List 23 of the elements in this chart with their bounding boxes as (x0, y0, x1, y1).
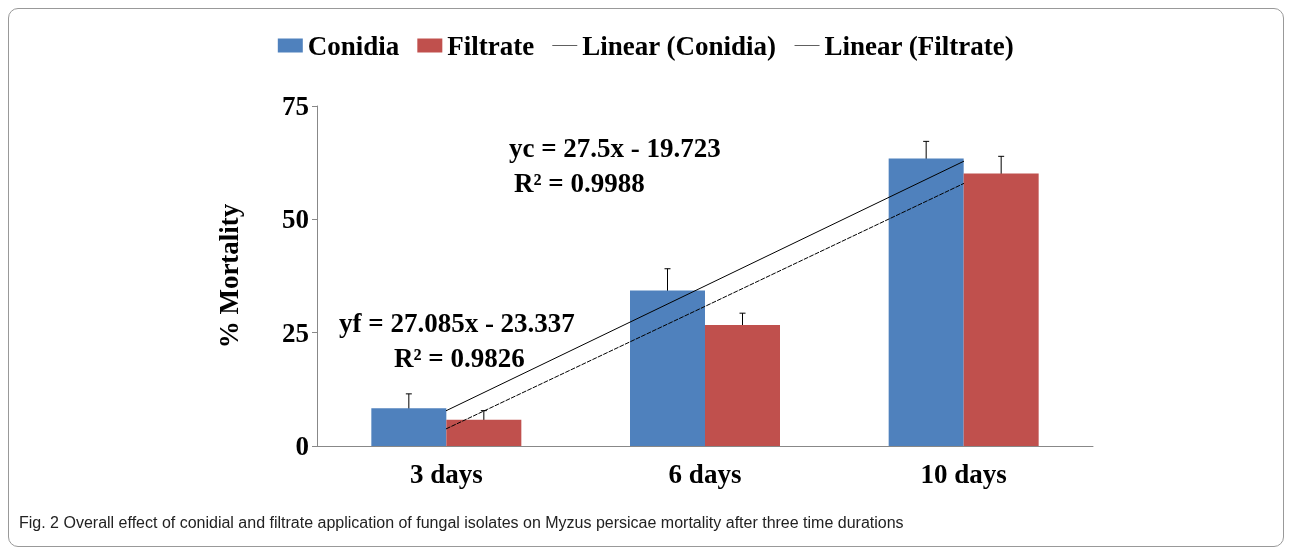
annotation: yf = 27.085x - 23.337 (339, 307, 575, 338)
y-axis-title: % Mortality (213, 203, 244, 349)
bar (371, 408, 447, 446)
y-tick-label: 75 (282, 91, 309, 121)
annotation: R² = 0.9826 (394, 342, 525, 373)
caption: Fig. 2 Overall effect of conidial and filtrate application of fungal isolates on Myzus persicae mortality after three time durations (19, 513, 904, 531)
y-tick-label: 50 (282, 204, 309, 235)
x-tick-label: 10 days (920, 458, 1007, 489)
y-tick-label: 0 (295, 431, 309, 461)
x-tick-label: 6 days (668, 458, 742, 489)
bar (888, 158, 964, 446)
legend-label: Filtrate (447, 30, 535, 61)
annotation: yc = 27.5x - 19.723 (509, 132, 721, 163)
legend-label: Conidia (307, 30, 400, 61)
bar (705, 324, 780, 446)
legend-label: Linear (Filtrate) (824, 30, 1014, 61)
bar (630, 290, 705, 446)
annotation: R² = 0.9988 (514, 167, 645, 198)
y-tick-label: 25 (282, 317, 309, 348)
x-tick-label: 3 days (409, 458, 483, 489)
bar (446, 419, 522, 446)
bar (963, 173, 1039, 446)
legend-label: Linear (Conidia) (582, 30, 777, 61)
